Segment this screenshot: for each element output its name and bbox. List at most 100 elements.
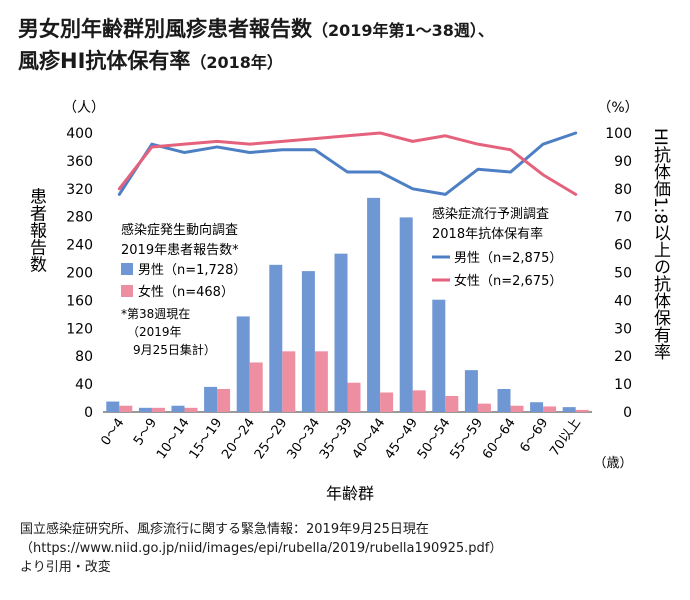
x-tick-label: 5〜9 — [131, 416, 160, 449]
bar-female — [412, 390, 426, 412]
bar-male — [497, 388, 511, 412]
x-tick-label: 0〜4 — [98, 416, 127, 449]
bar-female — [543, 406, 557, 412]
line-legend-heading-2: 2018年抗体保有率 — [432, 226, 543, 242]
y2-axis-label: HI抗体価1:8以上の抗体保有率 — [650, 128, 671, 360]
bar-legend-note-3: 9月25日集計） — [133, 342, 216, 357]
y-tick-label: 360 — [66, 154, 93, 170]
bar-female — [282, 351, 296, 412]
lines-layer — [117, 131, 578, 196]
y2-tick-label: 90 — [614, 154, 632, 170]
title-line-2: 風疹HI抗体保有率（2018年） — [18, 46, 678, 78]
bar-male — [301, 271, 315, 412]
bar-female — [445, 395, 459, 412]
y-tick-label: 0 — [84, 405, 93, 421]
y-tick-label: 120 — [66, 321, 93, 337]
bar-female — [119, 405, 133, 412]
bar-male — [432, 299, 446, 412]
y-tick-label: 320 — [66, 182, 93, 198]
y-unit-label: （人） — [63, 100, 105, 116]
bar-male — [399, 217, 413, 412]
bar-female — [151, 407, 165, 412]
bar-male — [269, 264, 283, 412]
bar-female — [314, 351, 328, 412]
x-tick-label: 50〜54 — [415, 416, 454, 462]
y2-tick-label: 10 — [614, 377, 632, 393]
bar-female — [575, 409, 589, 412]
bar-legend-male-label: 男性（n=1,728） — [138, 263, 246, 278]
y2-tick-label: 0 — [623, 405, 632, 421]
y-tick-label: 40 — [75, 377, 93, 393]
y2-tick-label: 20 — [614, 349, 632, 365]
y-tick-label: 200 — [66, 266, 93, 282]
source-url: （https://www.niid.go.jp/niid/images/epi/… — [20, 541, 503, 556]
y2-tick-label: 100 — [605, 126, 632, 142]
bar-female — [184, 407, 198, 412]
line-male-antibody — [117, 131, 578, 196]
bar-male — [236, 316, 250, 412]
bar-legend-swatch-male — [121, 263, 133, 275]
bar-male — [171, 405, 185, 412]
source-line-1: 国立感染症研究所、風疹流行に関する緊急情報：2019年9月25日現在 — [20, 522, 429, 537]
bar-legend: 感染症発生動向調査 2019年患者報告数* 男性（n=1,728） 女性（n=4… — [121, 222, 246, 357]
y-tick-label: 240 — [66, 238, 93, 254]
title-main-2: 風疹HI抗体保有率 — [18, 49, 191, 73]
y2-unit-label: （%） — [597, 100, 638, 116]
y2-tick-label: 50 — [614, 266, 632, 282]
x-tick-label: 20〜24 — [219, 416, 258, 462]
y2-tick-label: 60 — [614, 238, 632, 254]
bar-male — [138, 407, 152, 412]
x-tick-label: 15〜19 — [187, 416, 226, 462]
bar-female — [380, 392, 394, 412]
y-tick-label: 160 — [66, 293, 93, 309]
x-tick-label: 60〜64 — [480, 416, 519, 462]
bar-male — [367, 197, 381, 412]
bar-male — [334, 253, 348, 412]
bar-male — [106, 401, 120, 412]
bar-male — [464, 370, 478, 412]
y2-tick-label: 80 — [614, 182, 632, 198]
bar-male — [530, 402, 544, 412]
bar-female — [510, 405, 524, 412]
bar-male — [562, 407, 576, 412]
title-period-1: （2019年第1～38週）、 — [312, 21, 494, 40]
bar-legend-note-2: （2019年 — [127, 325, 182, 339]
y2-tick-label: 30 — [614, 321, 632, 337]
x-tick-label: 55〜59 — [447, 416, 486, 462]
rubella-combo-chart: 0 40 80 120 160 200 240 280 320 360 400 0 10 20 30 40 50… — [26, 100, 671, 503]
x-tick-label: 70以上 — [547, 416, 584, 459]
y2-tick-label: 70 — [614, 210, 632, 226]
title-line-1: 男女別年齢群別風疹患者報告数（2019年第1～38週）、 — [18, 14, 678, 46]
bar-female — [347, 382, 361, 412]
bar-male — [204, 386, 218, 412]
bar-female — [249, 362, 263, 412]
x-unit-label: （歳） — [593, 456, 632, 471]
y-tick-label: 280 — [66, 210, 93, 226]
x-tick-label: 45〜49 — [382, 416, 421, 462]
x-axis-label: 年齢群 — [326, 484, 374, 503]
x-tick-label: 10〜14 — [154, 416, 193, 462]
x-tick-label: 40〜44 — [350, 416, 389, 462]
line-legend-heading-1: 感染症流行予測調査 — [432, 206, 549, 222]
x-tick-label: 25〜29 — [252, 416, 291, 462]
title-period-2: （2018年） — [190, 53, 283, 72]
bar-female — [217, 388, 231, 412]
x-tick-label: 6〜69 — [517, 416, 551, 456]
source-note: 国立感染症研究所、風疹流行に関する緊急情報：2019年9月25日現在 （http… — [20, 520, 680, 577]
line-legend: 感染症流行予測調査 2018年抗体保有率 男性（n=2,875） 女性（n=2,… — [432, 206, 562, 289]
line-legend-female-label: 女性（n=2,675） — [454, 273, 562, 289]
bar-legend-heading-2: 2019年患者報告数* — [121, 243, 239, 258]
bar-legend-heading-1: 感染症発生動向調査 — [121, 222, 238, 238]
x-tick-label: 35〜39 — [317, 416, 356, 462]
title-main-1: 男女別年齢群別風疹患者報告数 — [18, 17, 312, 41]
bar-legend-swatch-female — [121, 285, 133, 297]
y-axis-label: 患者報告数 — [26, 187, 47, 272]
y2-tick-label: 40 — [614, 293, 632, 309]
y-tick-label: 80 — [75, 349, 93, 365]
x-tick-label: 30〜34 — [284, 416, 323, 462]
bar-legend-female-label: 女性（n=468） — [138, 284, 234, 300]
y-tick-label: 400 — [66, 126, 93, 142]
bar-female — [477, 403, 491, 412]
source-line-3: より引用・改変 — [20, 560, 111, 575]
line-female-antibody — [117, 131, 578, 196]
